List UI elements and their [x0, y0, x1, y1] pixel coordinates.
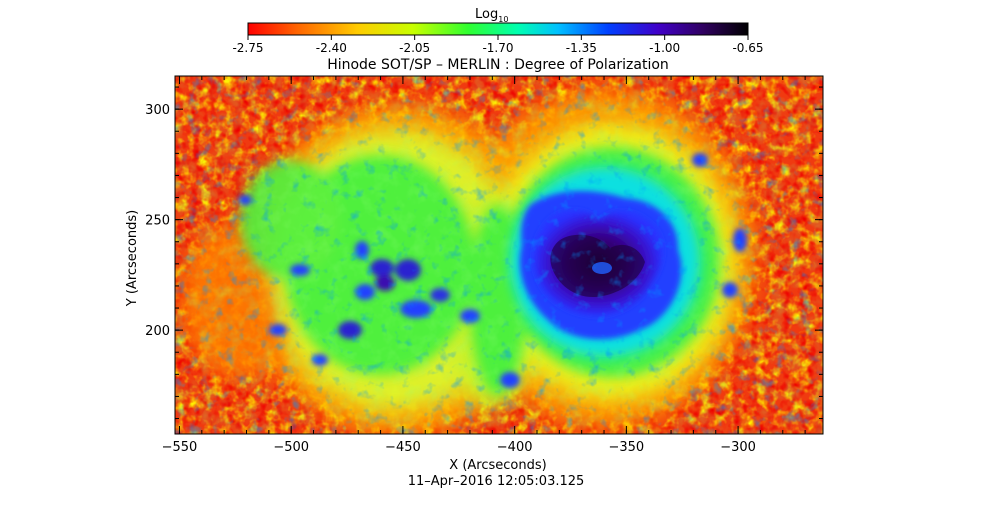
- colorbar-gradient: [247, 22, 749, 36]
- y-tick-label: 300: [145, 103, 170, 118]
- polarization-map: [175, 76, 823, 434]
- y-tick-label: 200: [145, 324, 170, 339]
- colorbar-label: Log10: [475, 7, 508, 24]
- colorbar-tick-label: -0.65: [732, 41, 763, 55]
- x-axis: −550 −500 −450 −400 −350 −300: [162, 76, 806, 455]
- colorbar: Log10 -2.75 -2.40 -2.05 -1.70 -1.35 -1.00 -0.6…: [232, 7, 763, 55]
- colorbar-tick-label: -2.05: [399, 41, 430, 55]
- timestamp: 11–Apr–2016 12:05:03.125: [408, 474, 585, 489]
- y-axis-label: Y (Arcseconds): [125, 210, 140, 307]
- colorbar-tick-label: -1.35: [566, 41, 597, 55]
- colorbar-tick-label: -2.75: [232, 41, 263, 55]
- y-axis: 200 250 300: [145, 86, 823, 420]
- x-tick-label: −400: [497, 440, 533, 455]
- x-tick-label: −300: [720, 440, 756, 455]
- x-tick-label: −550: [162, 440, 198, 455]
- x-tick-label: −450: [385, 440, 421, 455]
- plot-frame: [174, 75, 824, 435]
- colorbar-tick-label: -1.70: [482, 41, 513, 55]
- x-axis-label: X (Arcseconds): [449, 458, 546, 473]
- colorbar-tick-label: -1.00: [649, 41, 680, 55]
- x-tick-label: −500: [273, 440, 309, 455]
- x-tick-label: −350: [609, 440, 645, 455]
- colorbar-tick-label: -2.40: [316, 41, 347, 55]
- y-tick-label: 250: [145, 214, 170, 229]
- colorbar-ticks: -2.75 -2.40 -2.05 -1.70 -1.35 -1.00 -0.65: [232, 35, 764, 55]
- map-title: Hinode SOT/SP – MERLIN : Degree of Polar…: [327, 57, 669, 73]
